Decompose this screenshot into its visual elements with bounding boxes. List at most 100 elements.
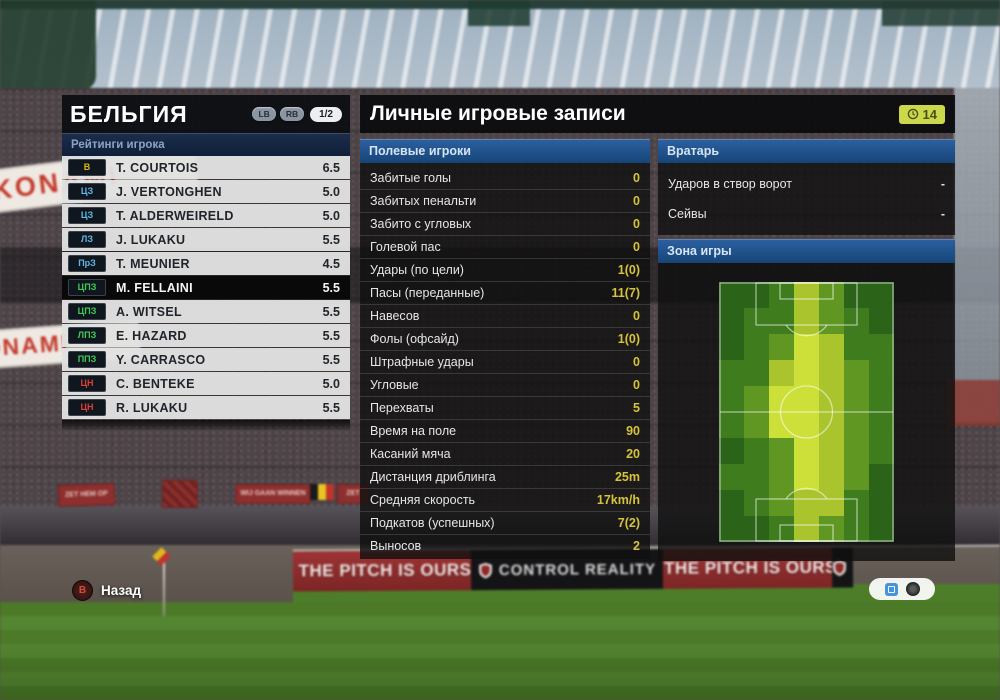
heatmap-cell <box>719 438 744 464</box>
player-row[interactable]: ЛЗ J. LUKAKU 5.5 <box>62 228 350 251</box>
heatmap-cell <box>769 464 794 490</box>
player-list: В T. COURTOIS 6.5 ЦЗ J. VERTONGHEN 5.0 Ц… <box>62 156 350 419</box>
back-control[interactable]: B Назад <box>72 580 141 601</box>
stat-value: - <box>940 207 945 221</box>
stat-row: Подкатов (успешных) 7(2) <box>360 512 650 535</box>
stat-value: 11(7) <box>611 286 641 300</box>
stat-row: Средняя скорость 17km/h <box>360 489 650 512</box>
player-row[interactable]: ЦПЗ M. FELLAINI 5.5 <box>62 276 350 299</box>
fan-banner <box>162 480 198 508</box>
stat-value: 1(0) <box>617 332 640 346</box>
stat-row: Навесов 0 <box>360 305 650 328</box>
heatmap-cell <box>819 386 844 412</box>
player-rating: 5.5 <box>322 232 340 247</box>
team-header: БЕЛЬГИЯ LB RB 1/2 <box>62 95 350 133</box>
zone-header: Зона игры <box>658 239 955 263</box>
heatmap-cell <box>819 334 844 360</box>
stat-row: Забитых пенальти 0 <box>360 190 650 213</box>
grass-shadow <box>0 602 1000 700</box>
stat-value: 7(2) <box>617 516 640 530</box>
position-badge: В <box>68 159 106 176</box>
stat-label: Время на поле <box>370 424 457 438</box>
stat-row: Фолы (офсайд) 1(0) <box>360 328 650 351</box>
fan-banner: WIJ GAAN WINNEN <box>235 484 311 504</box>
heatmap-cell <box>869 490 894 516</box>
goalkeeper-column: Вратарь Ударов в створ ворот - Сейвы - <box>658 139 955 561</box>
heatmap-cell <box>769 360 794 386</box>
field-players-header: Полевые игроки <box>360 139 650 163</box>
records-body: Полевые игроки Забитые голы 0 Забитых пе… <box>360 139 955 561</box>
heatmap-cell <box>844 438 869 464</box>
heatmap-cell <box>869 308 894 334</box>
position-badge: ЦЗ <box>68 183 106 200</box>
heatmap-cell <box>794 282 819 308</box>
player-rating: 5.5 <box>322 400 340 415</box>
stat-row: Ударов в створ ворот - <box>658 169 955 199</box>
ad-board-text: THE PITCH IS OURS <box>298 560 472 581</box>
player-row[interactable]: ПрЗ T. MEUNIER 4.5 <box>62 252 350 275</box>
stat-row: Перехваты 5 <box>360 397 650 420</box>
share-icon[interactable] <box>884 582 898 596</box>
rb-button[interactable]: RB <box>279 107 305 121</box>
ad-boards: THE PITCH IS OURS CONTROL REALITY <box>292 544 1000 592</box>
shield-icon <box>833 559 846 576</box>
timer-value: 14 <box>922 106 937 122</box>
stand-right-edge <box>954 88 1000 422</box>
grass <box>0 602 1000 700</box>
position-badge: ПрЗ <box>68 255 106 272</box>
goalkeeper-stats: Ударов в створ ворот - Сейвы - <box>658 163 955 235</box>
lb-button[interactable]: LB <box>252 107 276 121</box>
player-row[interactable]: ЦЗ T. ALDERWEIRELD 5.0 <box>62 204 350 227</box>
heatmap-cell <box>769 516 794 542</box>
stat-value: 17km/h <box>596 493 640 507</box>
stat-label: Выносов <box>370 539 422 553</box>
player-name: T. ALDERWEIRELD <box>116 208 234 223</box>
stat-label: Забитых пенальти <box>370 194 477 208</box>
fan-banner <box>310 484 334 500</box>
heatmap-cell <box>719 334 744 360</box>
position-badge: ЦЗ <box>68 207 106 224</box>
controller-icon[interactable] <box>905 582 920 596</box>
stat-label: Средняя скорость <box>370 493 476 507</box>
records-panel: Личные игровые записи 14 Полевые игроки … <box>360 95 955 561</box>
player-row[interactable]: ЦПЗ A. WITSEL 5.5 <box>62 300 350 323</box>
player-row[interactable]: В T. COURTOIS 6.5 <box>62 156 350 179</box>
page-indicator: 1/2 <box>310 106 342 122</box>
stat-row: Время на поле 90 <box>360 420 650 443</box>
stat-value: 0 <box>633 240 640 254</box>
corner-flag-pole <box>163 552 165 616</box>
stat-row: Забито с угловых 0 <box>360 213 650 236</box>
player-row[interactable]: ЦЗ J. VERTONGHEN 5.0 <box>62 180 350 203</box>
player-rating: 5.5 <box>322 328 340 343</box>
player-rating: 5.0 <box>322 184 340 199</box>
player-row[interactable]: ЦН C. BENTEKE 5.0 <box>62 372 350 395</box>
stat-row: Касаний мяча 20 <box>360 443 650 466</box>
player-rating: 5.5 <box>322 304 340 319</box>
stat-value: 5 <box>633 401 640 415</box>
stat-value: 2 <box>633 539 640 553</box>
position-badge: ЦПЗ <box>68 279 106 296</box>
stat-label: Дистанция дриблинга <box>370 470 496 484</box>
heatmap-cell <box>744 464 769 490</box>
player-row[interactable]: ППЗ Y. CARRASCO 5.5 <box>62 348 350 371</box>
timer-badge: 14 <box>898 104 945 124</box>
heatmap-cell <box>744 412 769 438</box>
player-name: C. BENTEKE <box>116 376 195 391</box>
heatmap-cell <box>794 490 819 516</box>
red-hoarding <box>948 380 1000 426</box>
player-name: M. FELLAINI <box>116 280 193 295</box>
ad-board-text: CONTROL REALITY <box>498 560 657 579</box>
player-rating: 5.5 <box>322 280 340 295</box>
player-row[interactable]: ЛПЗ E. HAZARD 5.5 <box>62 324 350 347</box>
roof-structure <box>882 0 1000 26</box>
player-rating: 5.0 <box>322 376 340 391</box>
player-name: Y. CARRASCO <box>116 352 206 367</box>
roof-structure <box>0 0 96 90</box>
field-players-stats: Забитые голы 0 Забитых пенальти 0 Забито… <box>360 163 650 559</box>
position-badge: ЦН <box>68 375 106 392</box>
player-rating: 5.0 <box>322 208 340 223</box>
heatmap-cell <box>869 464 894 490</box>
b-button-icon[interactable]: B <box>72 580 93 601</box>
player-row[interactable]: ЦН R. LUKAKU 5.5 <box>62 396 350 419</box>
